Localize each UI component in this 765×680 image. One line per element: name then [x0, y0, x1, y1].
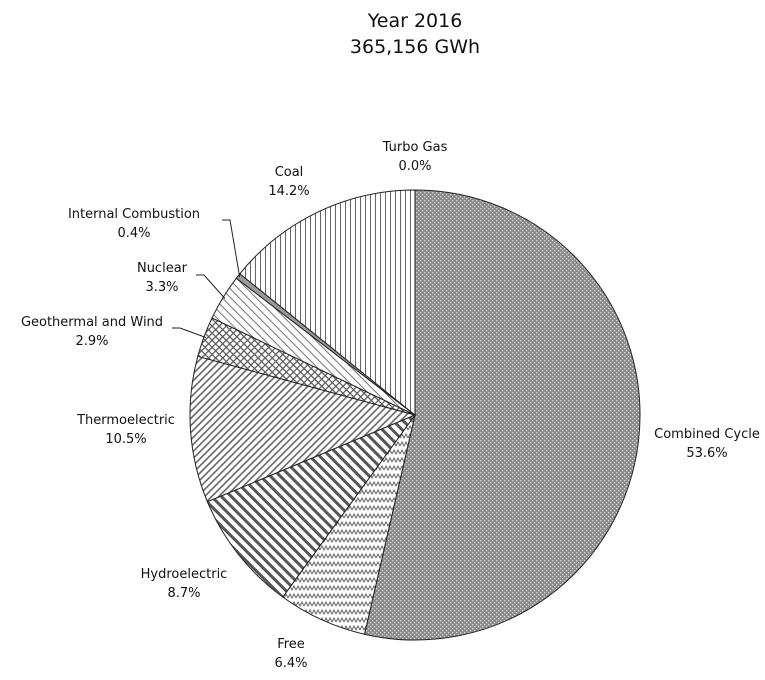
slice-label-nuclear: Nuclear — [137, 261, 188, 276]
slice-value-internal-combustion: 0.4% — [117, 226, 150, 241]
chart-subtitle-line: 365,156 GWh — [349, 36, 481, 58]
pie-slice-combined-cycle — [363, 189, 641, 641]
slice-label-hydroelectric: Hydroelectric — [141, 567, 228, 582]
chart-title: Year 2016 365,156 GWh — [0, 8, 765, 60]
slice-value-thermoelectric: 10.5% — [105, 432, 146, 447]
pie-slice-hydroelectric — [206, 413, 417, 598]
slice-label-coal: Coal — [275, 165, 304, 180]
leader-line-internal-combustion — [222, 219, 241, 278]
slice-value-geothermal-and-wind: 2.9% — [75, 334, 108, 349]
pie-slice-coal — [239, 189, 416, 417]
slice-value-combined-cycle: 53.6% — [686, 446, 727, 461]
label-leaders — [172, 219, 241, 338]
pie-slices — [189, 189, 641, 641]
slice-value-nuclear: 3.3% — [145, 280, 178, 295]
leader-line-geothermal-and-wind — [172, 327, 207, 338]
pie-slice-thermoelectric — [189, 355, 417, 503]
slice-label-turbo-gas: Turbo Gas — [382, 140, 448, 155]
slice-value-coal: 14.2% — [268, 184, 309, 199]
slice-labels: Combined Cycle 53.6% Free 6.4% Hydroelectric… — [21, 140, 760, 671]
slice-label-combined-cycle: Combined Cycle — [654, 427, 760, 442]
leader-line-nuclear — [196, 274, 226, 299]
slice-value-free: 6.4% — [274, 656, 307, 671]
slice-value-hydroelectric: 8.7% — [167, 586, 200, 601]
chart-title-line: Year 2016 — [367, 10, 463, 32]
slice-label-thermoelectric: Thermoelectric — [76, 413, 175, 428]
slice-label-free: Free — [277, 637, 305, 652]
slice-label-internal-combustion: Internal Combustion — [68, 207, 200, 222]
slice-value-turbo-gas: 0.0% — [398, 159, 431, 174]
slice-label-geothermal-and-wind: Geothermal and Wind — [21, 315, 163, 330]
